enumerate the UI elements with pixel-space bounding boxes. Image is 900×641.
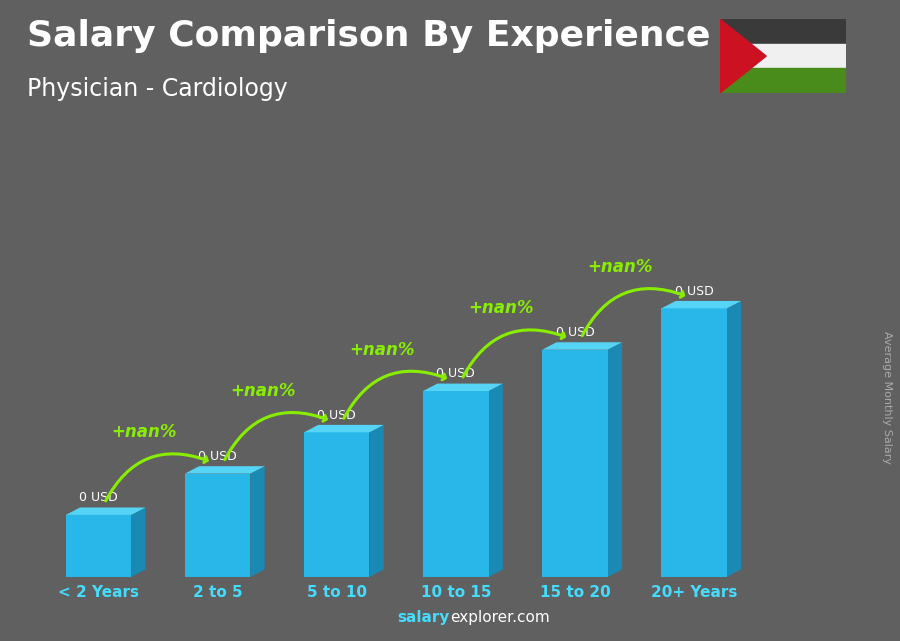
Polygon shape <box>250 466 265 577</box>
Text: +nan%: +nan% <box>111 424 176 442</box>
Text: +nan%: +nan% <box>588 258 653 276</box>
Polygon shape <box>542 342 622 350</box>
Text: Salary Comparison By Experience: Salary Comparison By Experience <box>27 19 710 53</box>
Polygon shape <box>662 301 741 308</box>
Polygon shape <box>304 425 383 432</box>
Bar <box>720 69 846 93</box>
Text: 0 USD: 0 USD <box>198 450 237 463</box>
Text: 0 USD: 0 USD <box>675 285 714 297</box>
Text: Average Monthly Salary: Average Monthly Salary <box>881 331 892 464</box>
Text: 0 USD: 0 USD <box>79 491 118 504</box>
Polygon shape <box>370 425 383 577</box>
Text: explorer.com: explorer.com <box>450 610 550 625</box>
FancyBboxPatch shape <box>423 391 489 577</box>
Polygon shape <box>489 383 503 577</box>
Text: +nan%: +nan% <box>468 299 534 317</box>
FancyBboxPatch shape <box>304 432 370 577</box>
Text: +nan%: +nan% <box>230 382 295 400</box>
Bar <box>720 44 846 69</box>
Polygon shape <box>131 508 146 577</box>
Text: Physician - Cardiology: Physician - Cardiology <box>27 77 288 101</box>
Polygon shape <box>727 301 741 577</box>
Text: 0 USD: 0 USD <box>318 408 356 422</box>
FancyBboxPatch shape <box>66 515 131 577</box>
FancyBboxPatch shape <box>662 308 727 577</box>
Polygon shape <box>66 508 146 515</box>
Polygon shape <box>720 19 766 93</box>
Polygon shape <box>608 342 622 577</box>
Text: +nan%: +nan% <box>349 341 415 359</box>
Text: salary: salary <box>398 610 450 625</box>
Text: 0 USD: 0 USD <box>555 326 594 339</box>
Polygon shape <box>184 466 265 474</box>
FancyBboxPatch shape <box>184 474 250 577</box>
FancyBboxPatch shape <box>542 350 608 577</box>
Text: 0 USD: 0 USD <box>436 367 475 380</box>
Polygon shape <box>423 383 503 391</box>
Bar <box>720 19 846 44</box>
